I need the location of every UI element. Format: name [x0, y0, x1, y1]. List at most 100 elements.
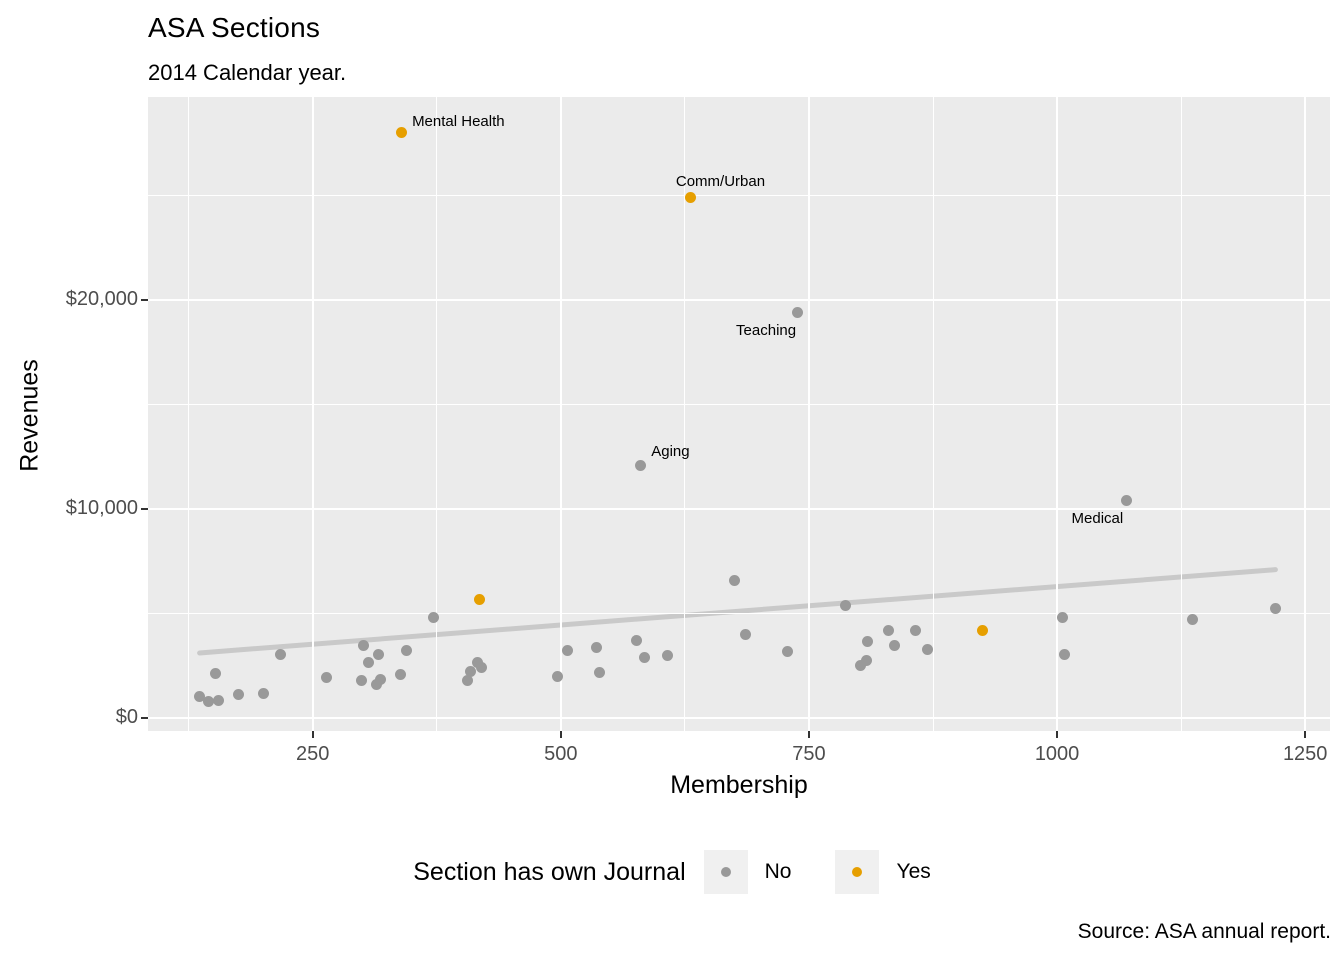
x-axis-title: Membership: [670, 771, 808, 799]
data-point-yes: [977, 625, 989, 637]
x-tick-mark: [1304, 731, 1307, 738]
source-caption: Source: ASA annual report.: [1077, 920, 1331, 943]
x-tick-label: 1000: [1034, 743, 1080, 765]
yes-dot-icon: [852, 867, 863, 877]
point-label: Teaching: [736, 321, 797, 339]
data-point-no: [739, 629, 751, 641]
y-minor-gridline: [148, 404, 1330, 406]
legend-label-yes: Yes: [896, 860, 931, 883]
legend: Section has own Journal No Yes: [0, 845, 1344, 899]
x-minor-gridline: [188, 97, 190, 731]
data-point-no: [1058, 648, 1070, 660]
x-tick-label: 1250: [1282, 743, 1328, 765]
legend-label-no: No: [764, 860, 792, 883]
legend-key-no: [703, 850, 748, 894]
data-point-no: [562, 644, 574, 656]
data-point-no: [791, 307, 803, 319]
data-point-yes: [685, 191, 697, 203]
point-label: Mental Health: [412, 112, 505, 130]
legend-key-yes: [835, 850, 880, 894]
data-point-no: [638, 651, 650, 663]
data-point-no: [203, 696, 215, 708]
data-point-no: [400, 644, 412, 656]
y-tick-label: $10,000: [65, 497, 138, 520]
x-minor-gridline: [436, 97, 438, 731]
data-point-no: [374, 674, 386, 686]
plot-panel: Mental Health Comm/Urban Teaching Aging Medi…: [148, 97, 1330, 731]
data-point-no: [862, 636, 874, 648]
y-tick-label: $20,000: [65, 287, 138, 310]
data-point-yes: [473, 593, 485, 605]
data-point-no: [552, 671, 564, 683]
data-point-no: [882, 624, 894, 636]
data-point-no: [1121, 495, 1133, 507]
data-point-no: [855, 659, 867, 671]
chart-subtitle: 2014 Calendar year.: [148, 60, 347, 85]
x-minor-gridline: [1180, 97, 1182, 731]
data-point-no: [475, 662, 487, 674]
legend-title: Section has own Journal: [413, 857, 686, 886]
x-tick-label: 250: [296, 743, 330, 765]
x-tick-mark: [311, 731, 314, 738]
data-point-no: [921, 643, 933, 655]
x-major-gridline: [1056, 97, 1059, 731]
data-point-no: [1269, 602, 1281, 614]
x-tick-label: 500: [544, 743, 578, 765]
chart-title: ASA Sections: [148, 12, 321, 43]
y-tick-mark: [141, 508, 148, 511]
point-label: Comm/Urban: [675, 173, 766, 191]
x-major-gridline: [559, 97, 562, 731]
data-point-no: [212, 694, 224, 706]
x-tick-mark: [807, 731, 810, 738]
no-dot-icon: [720, 867, 731, 877]
x-minor-gridline: [684, 97, 686, 731]
y-tick-mark: [141, 298, 148, 301]
data-point-no: [372, 648, 384, 660]
data-point-no: [209, 668, 221, 680]
data-point-no: [909, 624, 921, 636]
data-point-no: [1056, 612, 1068, 624]
data-point-no: [591, 642, 603, 654]
data-point-yes: [395, 127, 407, 139]
data-point-no: [321, 672, 333, 684]
data-point-no: [781, 646, 793, 658]
data-point-no: [462, 675, 474, 687]
x-tick-mark: [1056, 731, 1059, 738]
data-point-no: [357, 640, 369, 652]
point-label: Aging: [651, 443, 690, 461]
data-point-no: [729, 575, 741, 587]
data-point-no: [257, 688, 269, 700]
y-tick-label: $0: [115, 706, 138, 729]
x-major-gridline: [1304, 97, 1307, 731]
data-point-no: [362, 657, 374, 669]
data-point-no: [232, 689, 244, 701]
x-major-gridline: [311, 97, 314, 731]
data-point-no: [394, 668, 406, 680]
point-label: Medical: [1071, 509, 1124, 527]
data-point-no: [1186, 613, 1198, 625]
x-major-gridline: [807, 97, 810, 731]
data-point-no: [355, 675, 367, 687]
x-tick-mark: [559, 731, 562, 738]
x-minor-gridline: [932, 97, 934, 731]
data-point-no: [861, 655, 873, 667]
data-point-no: [465, 666, 477, 678]
data-point-no: [594, 667, 606, 679]
x-tick-label: 750: [792, 743, 826, 765]
data-point-no: [634, 459, 646, 471]
y-minor-gridline: [148, 613, 1330, 615]
y-major-gridline: [148, 508, 1330, 511]
y-minor-gridline: [148, 194, 1330, 196]
y-major-gridline: [148, 298, 1330, 301]
data-point-no: [370, 679, 382, 691]
y-major-gridline: [148, 717, 1330, 720]
data-point-no: [661, 650, 673, 662]
trend-line: [197, 567, 1278, 656]
data-point-no: [630, 635, 642, 647]
data-point-no: [888, 640, 900, 652]
y-tick-mark: [141, 717, 148, 720]
data-point-no: [194, 690, 206, 702]
y-axis-title: Revenues: [15, 359, 44, 472]
data-point-no: [840, 599, 852, 611]
